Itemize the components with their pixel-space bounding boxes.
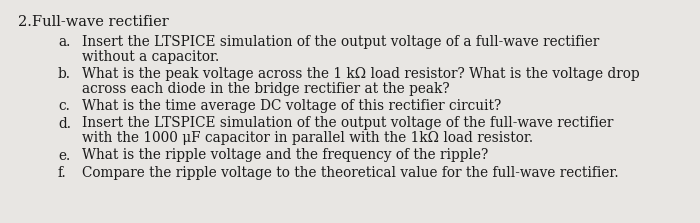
Text: d.: d. xyxy=(58,116,71,130)
Text: c.: c. xyxy=(58,99,70,113)
Text: Compare the ripple voltage to the theoretical value for the full-wave rectifier.: Compare the ripple voltage to the theore… xyxy=(82,166,619,180)
Text: without a capacitor.: without a capacitor. xyxy=(82,50,219,64)
Text: a.: a. xyxy=(58,35,71,49)
Text: What is the peak voltage across the 1 kΩ load resistor? What is the voltage drop: What is the peak voltage across the 1 kΩ… xyxy=(82,67,640,81)
Text: Insert the LTSPICE simulation of the output voltage of a full-wave rectifier: Insert the LTSPICE simulation of the out… xyxy=(82,35,599,49)
Text: across each diode in the bridge rectifier at the peak?: across each diode in the bridge rectifie… xyxy=(82,81,449,95)
Text: with the 1000 μF capacitor in parallel with the 1kΩ load resistor.: with the 1000 μF capacitor in parallel w… xyxy=(82,131,533,145)
Text: What is the ripple voltage and the frequency of the ripple?: What is the ripple voltage and the frequ… xyxy=(82,149,489,163)
Text: b.: b. xyxy=(58,67,71,81)
Text: Insert the LTSPICE simulation of the output voltage of the full-wave rectifier: Insert the LTSPICE simulation of the out… xyxy=(82,116,613,130)
Text: What is the time average DC voltage of this rectifier circuit?: What is the time average DC voltage of t… xyxy=(82,99,501,113)
Text: f.: f. xyxy=(58,166,66,180)
Text: e.: e. xyxy=(58,149,70,163)
Text: 2.: 2. xyxy=(18,15,32,29)
Text: Full-wave rectifier: Full-wave rectifier xyxy=(32,15,169,29)
